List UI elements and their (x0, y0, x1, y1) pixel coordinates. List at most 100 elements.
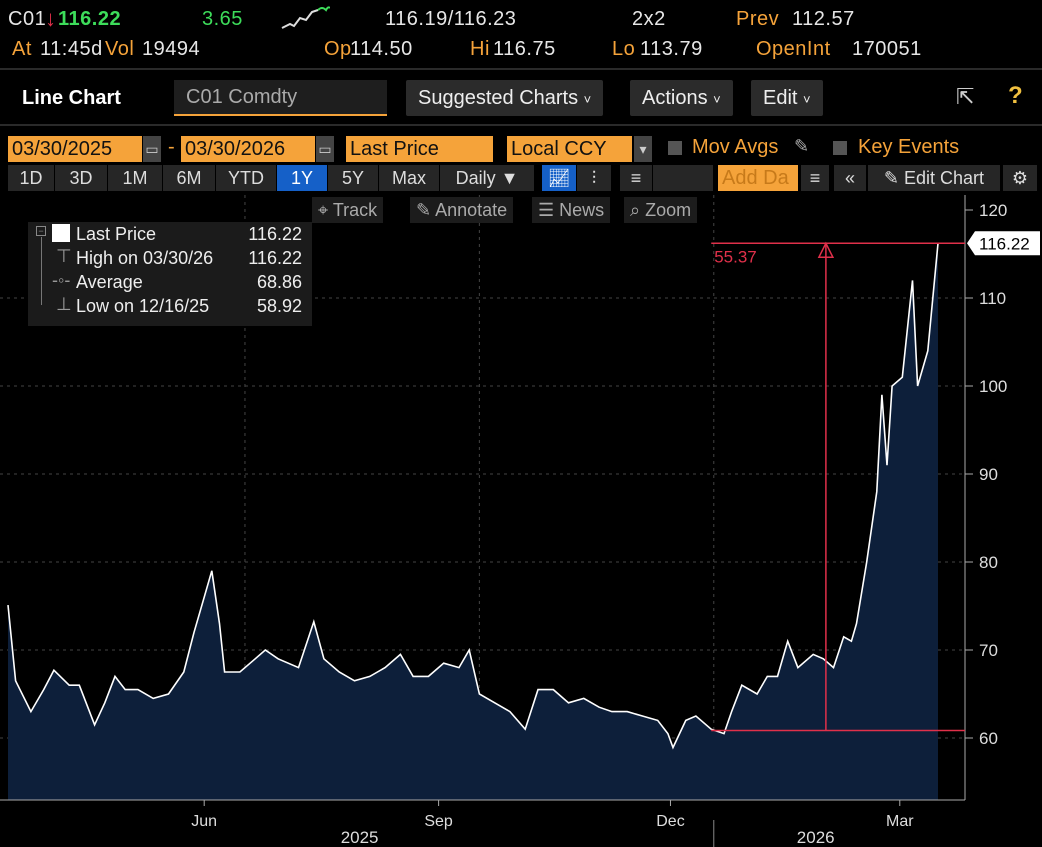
series-color-swatch (52, 224, 70, 242)
size: 2x2 (632, 8, 666, 30)
range-3d[interactable]: 3D (55, 165, 107, 191)
x-tick-label: Jun (191, 813, 217, 830)
chevron-down-icon: ˅ (803, 92, 811, 107)
bar-chart-icon[interactable]: ⫶ (577, 165, 611, 191)
y-tick-label: 100 (979, 377, 1007, 396)
pencil-icon[interactable]: ✎ (794, 136, 810, 156)
suggested-label: Suggested Charts (418, 87, 579, 109)
high-marker-icon: ⊤ (56, 246, 72, 266)
collapse-icon[interactable]: « (834, 165, 866, 191)
range-5y[interactable]: 5Y (328, 165, 378, 191)
calendar-icon[interactable]: ▭ (143, 136, 161, 162)
hi-label: Hi (470, 38, 490, 60)
year-label: 2025 (341, 828, 379, 847)
price-line (7, 243, 939, 750)
last-value-label: 116.22 (979, 234, 1030, 253)
y-tick-label: 90 (979, 465, 998, 484)
price-area (8, 243, 938, 801)
line-chart-icon[interactable]: 📈︎ (542, 165, 576, 191)
settings-gear-icon[interactable]: ⚙ (1003, 165, 1037, 191)
track-tool[interactable]: ⌖ Track (312, 197, 384, 223)
chevron-down-icon: ˅ (583, 92, 592, 107)
zoom-tool[interactable]: ⌕ Zoom (624, 197, 698, 223)
x-tick-label: Mar (886, 813, 914, 830)
help-icon[interactable]: ? (1008, 82, 1023, 109)
dropdown-arrow-icon[interactable]: ▾ (634, 136, 652, 162)
legend-label-last: Last Price (76, 224, 157, 244)
price-chart[interactable]: 60 70 80 90 100 110 120 Jun Sep Dec Mar 2025 2026 55.… (0, 195, 1042, 847)
legend-label-high: High on 03/30/26 (76, 248, 214, 268)
pen-icon: ✎ (416, 200, 436, 220)
ticker: C01 (8, 8, 47, 30)
edit-label: Edit (763, 87, 798, 109)
collapse-toggle-icon[interactable]: − (36, 226, 46, 236)
more-icon[interactable]: ≡ (620, 165, 652, 191)
security-input[interactable]: C01 Comdty (174, 80, 387, 116)
down-arrow-icon: ↓ (45, 6, 56, 31)
field-select[interactable]: Last Price (346, 136, 493, 162)
legend-value-high: 116.22 (248, 248, 302, 268)
vol-value: 19494 (142, 38, 201, 60)
legend-value-low: 58.92 (256, 296, 302, 316)
annotate-tool[interactable]: ✎ Annotate (410, 197, 514, 223)
tree-line (41, 237, 42, 305)
last-value-tag (967, 231, 1040, 256)
add-data-input[interactable]: Add Da (718, 165, 798, 191)
suggested-charts-button[interactable]: Suggested Charts ˅ (406, 80, 604, 116)
y-tick-label: 60 (979, 729, 998, 748)
frequency-select[interactable]: Daily ▼ (440, 165, 534, 191)
x-tick-label: Sep (424, 813, 453, 830)
actions-button[interactable]: Actions ˅ (630, 80, 733, 116)
mov-avgs-label[interactable]: Mov Avgs (692, 136, 779, 158)
op-value: 114.50 (350, 38, 413, 60)
actions-label: Actions (642, 87, 708, 109)
crosshair-icon: ⌖ (318, 200, 333, 220)
news-label: News (559, 200, 605, 220)
key-events-checkbox[interactable] (833, 141, 847, 155)
legend-value-last: 116.22 (248, 224, 302, 244)
range-1d[interactable]: 1D (8, 165, 54, 191)
news-tool[interactable]: ☰ News (532, 197, 611, 223)
magnifier-icon: ⌕ (630, 200, 646, 220)
key-events-label[interactable]: Key Events (858, 136, 960, 158)
range-6m[interactable]: 6M (163, 165, 215, 191)
y-tick-label: 120 (979, 201, 1007, 220)
openint-value: 170051 (852, 38, 922, 60)
prev-value: 112.57 (792, 8, 855, 30)
chevron-down-icon: ˅ (713, 92, 721, 107)
currency-select[interactable]: Local CCY (507, 136, 632, 162)
prev-label: Prev (736, 8, 780, 30)
add-data-menu-icon[interactable]: ≡ (801, 165, 829, 191)
start-date-input[interactable]: 03/30/2025 (8, 136, 142, 162)
edit-button[interactable]: Edit ˅ (751, 80, 823, 116)
range-1y[interactable]: 1Y (277, 165, 327, 191)
track-label: Track (332, 200, 378, 220)
annotation-arrow-icon (817, 241, 835, 259)
y-tick-label: 70 (979, 641, 998, 660)
divider (0, 124, 1042, 126)
op-label: Op (324, 38, 352, 60)
zoom-label: Zoom (645, 200, 692, 220)
range-max[interactable]: Max (379, 165, 439, 191)
sparkline-icon (281, 6, 330, 29)
range-1m[interactable]: 1M (108, 165, 162, 191)
chart-title: Line Chart (22, 87, 121, 109)
net-change: 3.65 (202, 8, 243, 30)
annotate-label: Annotate (435, 200, 508, 220)
news-icon: ☰ (538, 200, 560, 220)
lo-label: Lo (612, 38, 636, 60)
annotation-label: 55.37 (714, 247, 757, 266)
range-ytd[interactable]: YTD (216, 165, 276, 191)
hi-value: 116.75 (493, 38, 556, 60)
at-label: At (12, 38, 32, 60)
openint-label: OpenInt (756, 38, 831, 60)
year-label: 2026 (797, 828, 835, 847)
legend-value-average: 68.86 (256, 272, 302, 292)
divider (0, 68, 1042, 70)
lo-value: 113.79 (640, 38, 703, 60)
edit-chart-button[interactable]: ✎ Edit Chart (868, 165, 1000, 191)
end-date-input[interactable]: 03/30/2026 (181, 136, 315, 162)
mov-avgs-checkbox[interactable] (668, 141, 682, 155)
export-icon[interactable]: ⇱ (956, 84, 975, 109)
calendar-icon[interactable]: ▭ (316, 136, 334, 162)
